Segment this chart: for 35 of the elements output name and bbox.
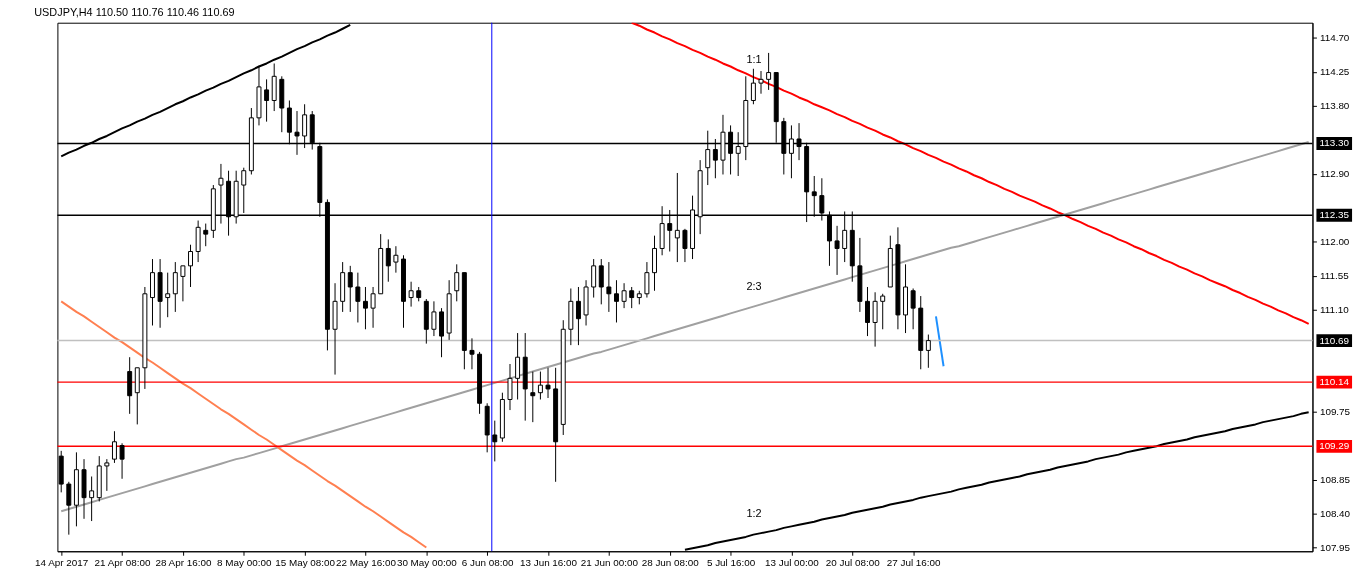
y-tick-label: 111.10 — [1319, 304, 1350, 316]
y-tick-label: 114.25 — [1319, 66, 1350, 78]
x-tick-label: 21 Jun 00:00 — [580, 556, 639, 568]
chart-title: USDJPY,H4 110.50 110.76 110.46 110.69 — [34, 6, 235, 19]
annotation: 2:3 — [746, 279, 762, 292]
x-tick-label: 15 May 08:00 — [275, 556, 336, 568]
ref-line-label: 110.69 — [1319, 334, 1350, 346]
x-tick-label: 20 Jul 08:00 — [825, 556, 881, 568]
x-tick-label: 27 Jul 16:00 — [886, 556, 942, 568]
y-tick-label: 112.00 — [1319, 236, 1350, 248]
ref-line-label: 112.35 — [1319, 209, 1350, 221]
x-tick-label: 8 May 00:00 — [217, 556, 272, 568]
y-tick-label: 112.90 — [1319, 168, 1350, 180]
ref-line-label: 109.29 — [1319, 440, 1350, 452]
x-tick-label: 6 Jun 08:00 — [461, 556, 514, 568]
ref-line-label: 113.30 — [1319, 137, 1350, 149]
y-tick-label: 109.75 — [1319, 406, 1351, 418]
y-tick-label: 113.80 — [1319, 100, 1350, 112]
y-tick-label: 108.40 — [1319, 507, 1351, 519]
x-tick-label: 28 Apr 16:00 — [155, 556, 212, 568]
x-tick-label: 28 Jun 08:00 — [641, 556, 700, 568]
annotation: 1:1 — [746, 52, 762, 65]
ref-line-label: 110.14 — [1319, 376, 1350, 388]
x-tick-label: 22 May 16:00 — [336, 556, 397, 568]
x-tick-label: 30 May 00:00 — [396, 556, 458, 568]
y-tick-label: 108.85 — [1319, 474, 1351, 485]
x-tick-label: 14 Apr 2017 — [35, 556, 89, 568]
y-tick-label: 114.70 — [1319, 32, 1350, 44]
y-tick-label: 107.95 — [1319, 541, 1351, 553]
x-tick-label: 21 Apr 08:00 — [94, 556, 152, 568]
x-tick-label: 13 Jun 16:00 — [519, 556, 578, 568]
x-tick-label: 5 Jul 16:00 — [706, 556, 756, 568]
y-tick-label: 111.55 — [1319, 270, 1350, 282]
x-tick-label: 13 Jul 00:00 — [765, 556, 820, 568]
annotation: 1:2 — [746, 507, 762, 520]
